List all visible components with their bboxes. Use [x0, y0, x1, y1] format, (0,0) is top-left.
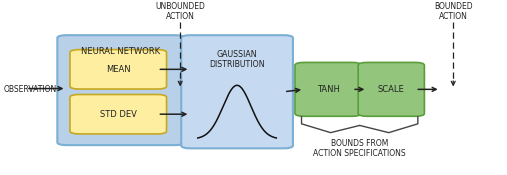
- Text: MEAN: MEAN: [106, 65, 131, 74]
- Text: SCALE: SCALE: [378, 85, 405, 94]
- FancyBboxPatch shape: [358, 62, 424, 116]
- Text: STD DEV: STD DEV: [100, 110, 137, 119]
- FancyBboxPatch shape: [70, 50, 166, 89]
- Text: TANH: TANH: [317, 85, 340, 94]
- Text: UNBOUNDED
ACTION: UNBOUNDED ACTION: [155, 2, 205, 21]
- Text: OBSERVATION: OBSERVATION: [3, 85, 56, 94]
- FancyBboxPatch shape: [181, 35, 293, 148]
- Text: BOUNDED
ACTION: BOUNDED ACTION: [434, 2, 473, 21]
- FancyBboxPatch shape: [70, 94, 166, 134]
- Text: GAUSSIAN
DISTRIBUTION: GAUSSIAN DISTRIBUTION: [209, 50, 265, 69]
- FancyBboxPatch shape: [57, 35, 184, 145]
- Text: NEURAL NETWORK: NEURAL NETWORK: [81, 47, 160, 56]
- Text: BOUNDS FROM
ACTION SPECIFICATIONS: BOUNDS FROM ACTION SPECIFICATIONS: [313, 139, 406, 158]
- FancyBboxPatch shape: [295, 62, 361, 116]
